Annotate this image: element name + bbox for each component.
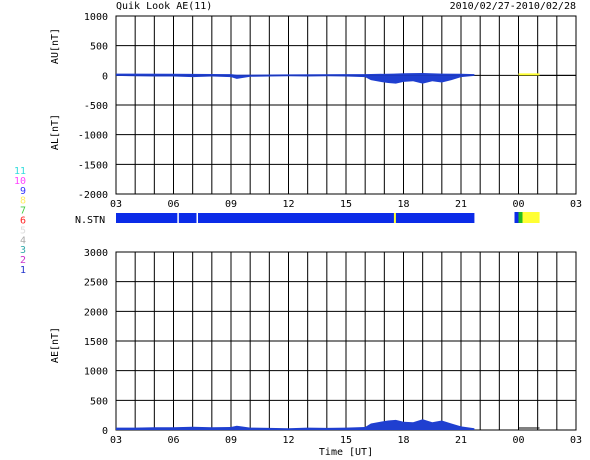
ae-x-tick-label: 12 [282,435,294,446]
station-legend-entry: 7 [20,206,26,217]
station-bar-end [514,212,519,223]
au-al-x-tick-label: 12 [282,199,294,210]
ae-x-tick-label: 03 [110,435,122,446]
station-legend-entry: 11 [14,166,26,177]
station-legend-entry: 3 [20,245,26,256]
au-al-x-tick-label: 15 [340,199,352,210]
ae-x-tick-label: 18 [397,435,409,446]
au-al-y-tick-label: -500 [84,101,108,112]
time-axis-label: Time [UT] [319,447,373,458]
station-legend-entry: 5 [20,225,26,236]
station-legend-entry: 9 [20,186,26,197]
au-al-x-tick-label: 06 [167,199,179,210]
station-bar-gap [177,213,179,223]
ae-x-tick-label: 00 [512,435,524,446]
date-range: 2010/02/27-2010/02/28 [450,1,576,12]
au-al-y-tick-label: -2000 [78,190,108,201]
ae-x-tick-label: 15 [340,435,352,446]
station-bar-pending [518,212,540,223]
au-al-y-tick-label: -1500 [78,160,108,171]
ae-y-tick-label: 3000 [84,248,108,259]
au-al-x-tick-label: 21 [455,199,467,210]
au-al-y-tick-label: -1000 [78,131,108,142]
ae-x-tick-label: 21 [455,435,467,446]
au-al-y-tick-label: 0 [102,71,108,82]
station-legend-entry: 4 [20,235,26,246]
ae-y-tick-label: 500 [90,396,108,407]
au-al-x-tick-label: 00 [512,199,524,210]
ae-axis-label: AE[nT] [50,327,61,363]
station-legend-entry: 8 [20,196,26,207]
station-legend-entry: 10 [14,176,26,187]
ae-y-tick-label: 0 [102,426,108,437]
station-legend-entry: 1 [20,265,26,276]
au-al-y-tick-label: 500 [90,42,108,53]
au-al-x-tick-label: 18 [397,199,409,210]
al-series-area [116,75,475,84]
chart-title: Quik Look AE(11) [116,1,212,12]
ae-x-tick-label: 09 [225,435,237,446]
au-axis-label: AU[nT] [50,28,61,64]
station-legend-entry: 2 [20,255,26,266]
station-bar-main [116,213,475,223]
ae-y-tick-label: 2500 [84,278,108,289]
ae-y-tick-label: 2000 [84,307,108,318]
au-al-x-tick-label: 03 [570,199,582,210]
ae-x-tick-label: 06 [167,435,179,446]
au-series-area [116,73,475,76]
station-bar-alt-segment [393,213,396,223]
ae-y-tick-label: 1000 [84,367,108,378]
al-axis-label: AL[nT] [50,114,61,150]
station-legend-entry: 6 [20,216,26,227]
ae-series-area [116,419,475,430]
station-bar-green [518,212,523,223]
au-al-x-tick-label: 09 [225,199,237,210]
ae-x-tick-label: 03 [570,435,582,446]
station-bar-gap [196,213,198,223]
ae-y-tick-label: 1500 [84,337,108,348]
station-count-bar [116,212,540,223]
au-al-y-tick-label: 1000 [84,12,108,23]
nstn-label: N.STN [75,215,105,226]
au-al-x-tick-label: 03 [110,199,122,210]
